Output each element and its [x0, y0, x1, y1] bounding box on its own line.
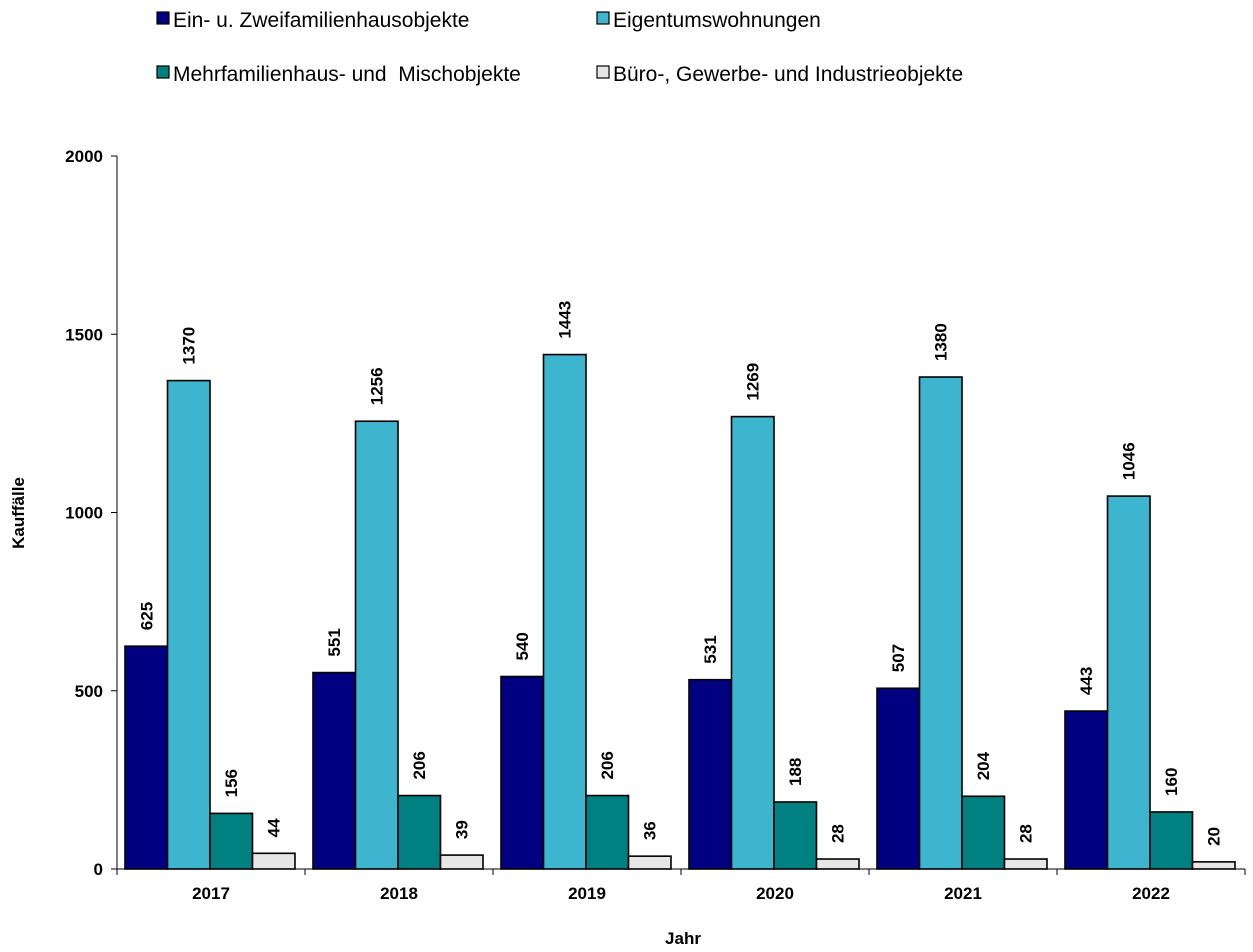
legend-label-ein-u-zweifamilienhausobjekte: Ein- u. Zweifamilienhausobjekte: [173, 9, 469, 32]
data-label-buro-gewerbe-und-industrieobjekte-2020: 28: [829, 824, 848, 843]
data-label-buro-gewerbe-und-industrieobjekte-2018: 39: [453, 820, 472, 839]
x-tick-label-2020: 2020: [756, 884, 794, 903]
y-tick-label: 500: [75, 682, 103, 701]
data-label-mehrfamilienhaus-und-mischobjekte-2019: 206: [598, 751, 617, 779]
bar-eigentumswohnungen-2017: [166, 379, 211, 870]
bar-buro-gewerbe-und-industrieobjekte-2019: [627, 855, 672, 870]
x-tick-label-2019: 2019: [568, 884, 606, 903]
bar-eigentumswohnungen-2018: [354, 420, 399, 870]
y-tick-label: 1500: [65, 325, 103, 344]
legend-label-eigentumswohnungen: Eigentumswohnungen: [613, 9, 821, 32]
data-label-mehrfamilienhaus-und-mischobjekte-2018: 206: [410, 751, 429, 779]
x-tick-label-2021: 2021: [944, 884, 982, 903]
data-label-buro-gewerbe-und-industrieobjekte-2021: 28: [1017, 824, 1036, 843]
y-axis: 0 500 1000 1500 2000: [65, 147, 118, 879]
data-label-eigentumswohnungen-2019: 1443: [556, 301, 575, 339]
data-labels: 625 551 540 531 507 443 1370 1256 1443 1269 1380 10…: [137, 301, 1224, 846]
legend-label-mehrfamilienhaus-und-mischobjekte: Mehrfamilienhaus- und Mischobjekte: [173, 63, 521, 86]
data-label-ein-u-zweifamilienhausobjekte-2018: 551: [325, 628, 344, 656]
bar-eigentumswohnungen-2022: [1106, 495, 1151, 870]
y-axis-title: Kauffälle: [9, 477, 28, 549]
data-label-mehrfamilienhaus-und-mischobjekte-2017: 156: [222, 769, 241, 797]
bar-eigentumswohnungen-2020: [730, 415, 775, 870]
bar-ein-u-zweifamilienhausobjekte-2022: [1064, 710, 1109, 870]
y-tick-label: 1000: [65, 504, 103, 523]
x-tick-label-2022: 2022: [1132, 884, 1170, 903]
data-label-ein-u-zweifamilienhausobjekte-2022: 443: [1077, 667, 1096, 695]
bar-buro-gewerbe-und-industrieobjekte-2017: [251, 852, 296, 870]
legend-swatch-ein-u-zweifamilienhausobjekte: [156, 11, 170, 25]
bar-mehrfamilienhaus-und-mischobjekte-2021: [961, 795, 1006, 870]
bar-buro-gewerbe-und-industrieobjekte-2022: [1191, 861, 1236, 870]
bars: [124, 353, 1236, 870]
bar-buro-gewerbe-und-industrieobjekte-2021: [1003, 858, 1048, 870]
bar-ein-u-zweifamilienhausobjekte-2019: [500, 675, 545, 870]
bar-buro-gewerbe-und-industrieobjekte-2018: [439, 854, 484, 870]
x-tick-label-2017: 2017: [192, 884, 230, 903]
bar-eigentumswohnungen-2019: [542, 353, 587, 870]
data-label-eigentumswohnungen-2017: 1370: [180, 327, 199, 365]
data-label-ein-u-zweifamilienhausobjekte-2021: 507: [889, 644, 908, 672]
bar-buro-gewerbe-und-industrieobjekte-2020: [815, 858, 860, 870]
x-axis-title: Jahr: [665, 929, 701, 948]
x-axis: 2017 2018 2019 2020 2021 2022: [116, 868, 1246, 903]
data-label-eigentumswohnungen-2018: 1256: [368, 367, 387, 405]
data-label-buro-gewerbe-und-industrieobjekte-2017: 44: [265, 818, 284, 837]
bar-ein-u-zweifamilienhausobjekte-2020: [688, 678, 733, 870]
legend-label-buro-gewerbe-und-industrieobjekte: Büro-, Gewerbe- und Industrieobjekte: [613, 63, 963, 86]
data-label-eigentumswohnungen-2021: 1380: [932, 323, 951, 361]
bar-ein-u-zweifamilienhausobjekte-2018: [312, 671, 357, 870]
bar-mehrfamilienhaus-und-mischobjekte-2022: [1149, 811, 1194, 870]
bar-mehrfamilienhaus-und-mischobjekte-2020: [773, 801, 818, 870]
bar-mehrfamilienhaus-und-mischobjekte-2017: [209, 812, 254, 870]
bar-ein-u-zweifamilienhausobjekte-2017: [124, 645, 169, 870]
legend-swatch-eigentumswohnungen: [596, 11, 610, 25]
data-label-buro-gewerbe-und-industrieobjekte-2019: 36: [641, 821, 660, 840]
data-label-eigentumswohnungen-2022: 1046: [1120, 442, 1139, 480]
y-tick-label: 0: [94, 860, 103, 879]
bar-ein-u-zweifamilienhausobjekte-2021: [876, 687, 921, 870]
legend-swatch-buro-gewerbe-und-industrieobjekte: [596, 65, 610, 79]
bar-mehrfamilienhaus-und-mischobjekte-2019: [585, 794, 630, 870]
bar-eigentumswohnungen-2021: [918, 376, 963, 870]
bar-mehrfamilienhaus-und-mischobjekte-2018: [397, 794, 442, 870]
data-label-ein-u-zweifamilienhausobjekte-2020: 531: [701, 635, 720, 663]
data-label-mehrfamilienhaus-und-mischobjekte-2022: 160: [1162, 768, 1181, 796]
data-label-buro-gewerbe-und-industrieobjekte-2022: 20: [1205, 827, 1224, 846]
data-label-eigentumswohnungen-2020: 1269: [744, 363, 763, 401]
legend: Ein- u. Zweifamilienhausobjekte Eigentums…: [156, 9, 963, 86]
y-tick-label: 2000: [65, 147, 103, 166]
data-label-mehrfamilienhaus-und-mischobjekte-2021: 204: [974, 751, 993, 780]
data-label-ein-u-zweifamilienhausobjekte-2019: 540: [513, 632, 532, 660]
legend-swatch-mehrfamilienhaus-und-mischobjekte: [156, 65, 170, 79]
x-tick-label-2018: 2018: [380, 884, 418, 903]
data-label-ein-u-zweifamilienhausobjekte-2017: 625: [137, 602, 156, 630]
data-label-mehrfamilienhaus-und-mischobjekte-2020: 188: [786, 758, 805, 786]
